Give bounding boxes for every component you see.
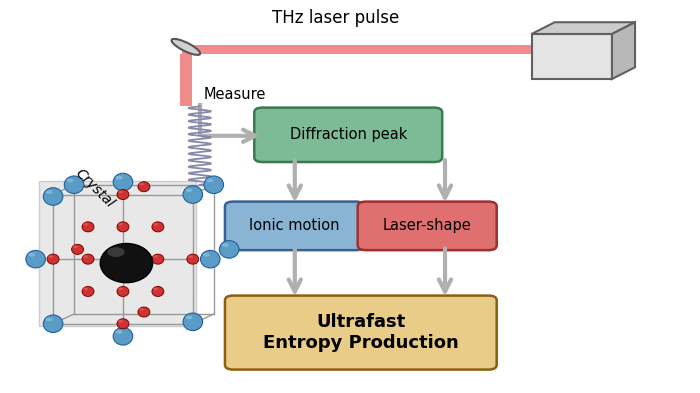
Ellipse shape xyxy=(138,182,150,192)
Polygon shape xyxy=(182,45,531,54)
Ellipse shape xyxy=(183,313,202,331)
Ellipse shape xyxy=(204,176,223,193)
Ellipse shape xyxy=(219,241,239,258)
FancyBboxPatch shape xyxy=(254,108,442,162)
Ellipse shape xyxy=(43,188,63,205)
Ellipse shape xyxy=(187,254,199,264)
Ellipse shape xyxy=(113,173,133,191)
Ellipse shape xyxy=(172,39,200,55)
Ellipse shape xyxy=(82,254,94,264)
Ellipse shape xyxy=(152,286,164,296)
Ellipse shape xyxy=(83,223,88,226)
Polygon shape xyxy=(531,22,635,34)
Ellipse shape xyxy=(200,250,220,268)
Ellipse shape xyxy=(153,287,158,290)
Polygon shape xyxy=(612,22,635,79)
Ellipse shape xyxy=(186,316,192,320)
Ellipse shape xyxy=(139,183,144,185)
Text: Ultrafast
Entropy Production: Ultrafast Entropy Production xyxy=(263,313,458,352)
Ellipse shape xyxy=(183,186,202,203)
Ellipse shape xyxy=(46,318,52,321)
Ellipse shape xyxy=(46,190,52,194)
Ellipse shape xyxy=(203,253,210,257)
Ellipse shape xyxy=(100,244,153,283)
FancyBboxPatch shape xyxy=(225,202,364,250)
Text: Ionic motion: Ionic motion xyxy=(249,219,340,233)
Ellipse shape xyxy=(43,315,63,332)
Ellipse shape xyxy=(116,176,122,180)
Ellipse shape xyxy=(118,320,123,322)
Ellipse shape xyxy=(118,287,123,290)
Ellipse shape xyxy=(66,178,74,182)
Ellipse shape xyxy=(188,255,193,258)
Text: Laser-shape: Laser-shape xyxy=(383,219,472,233)
Text: Diffraction peak: Diffraction peak xyxy=(290,127,407,142)
Ellipse shape xyxy=(152,222,164,232)
Ellipse shape xyxy=(83,287,88,290)
Ellipse shape xyxy=(138,307,150,317)
Ellipse shape xyxy=(82,286,94,296)
Ellipse shape xyxy=(153,223,158,226)
Text: THz laser pulse: THz laser pulse xyxy=(272,9,400,28)
Ellipse shape xyxy=(117,189,129,200)
Ellipse shape xyxy=(107,247,125,257)
Polygon shape xyxy=(531,34,612,79)
Ellipse shape xyxy=(26,250,46,268)
Ellipse shape xyxy=(48,255,53,258)
Ellipse shape xyxy=(113,327,133,345)
Ellipse shape xyxy=(152,254,164,264)
Ellipse shape xyxy=(118,191,123,193)
Ellipse shape xyxy=(117,319,129,329)
FancyBboxPatch shape xyxy=(225,296,497,369)
Ellipse shape xyxy=(28,253,35,257)
Ellipse shape xyxy=(222,243,229,247)
Polygon shape xyxy=(179,54,192,107)
Ellipse shape xyxy=(186,188,192,192)
Ellipse shape xyxy=(71,244,83,254)
Ellipse shape xyxy=(83,255,88,258)
Ellipse shape xyxy=(117,222,129,232)
Ellipse shape xyxy=(116,330,122,334)
Ellipse shape xyxy=(47,254,59,264)
Ellipse shape xyxy=(73,245,78,248)
Ellipse shape xyxy=(64,176,84,193)
FancyBboxPatch shape xyxy=(358,202,497,250)
Ellipse shape xyxy=(153,255,158,258)
Ellipse shape xyxy=(82,222,94,232)
FancyBboxPatch shape xyxy=(39,181,196,326)
Ellipse shape xyxy=(118,223,123,226)
Ellipse shape xyxy=(206,178,214,182)
Text: Measure: Measure xyxy=(203,87,266,102)
Ellipse shape xyxy=(117,286,129,296)
Ellipse shape xyxy=(139,308,144,311)
Text: Crystal: Crystal xyxy=(73,167,117,211)
